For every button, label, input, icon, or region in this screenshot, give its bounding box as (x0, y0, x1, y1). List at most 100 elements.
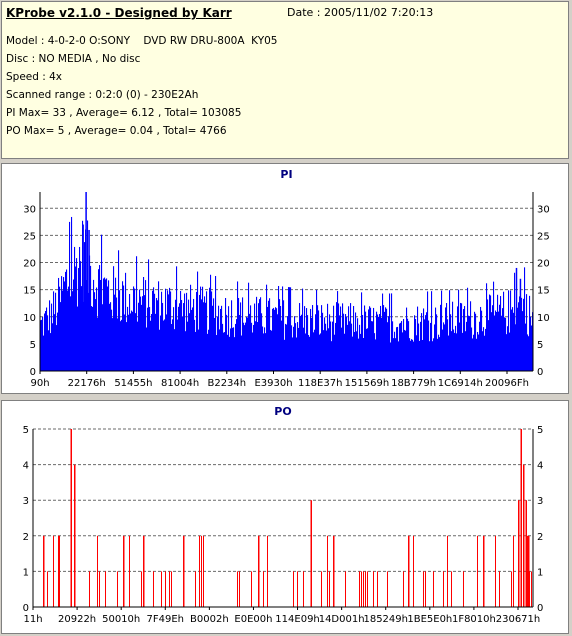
bar (474, 311, 476, 371)
bar (450, 314, 452, 371)
bar (256, 296, 258, 371)
bar (263, 571, 264, 607)
bar (196, 291, 198, 371)
bar (300, 315, 302, 371)
bar (404, 329, 406, 371)
bar (241, 335, 243, 371)
bar (91, 306, 93, 371)
bar (521, 297, 523, 371)
x-tick-label: 230671h (496, 614, 541, 625)
bar (291, 325, 293, 371)
bar (179, 303, 181, 371)
bar (489, 294, 491, 371)
bar (143, 277, 145, 371)
peak-bar (483, 535, 485, 607)
bar (205, 302, 207, 371)
bar (457, 306, 459, 371)
bar (360, 333, 362, 371)
bar (295, 323, 297, 371)
bar (434, 324, 436, 371)
bar (133, 286, 135, 371)
bar (328, 328, 330, 371)
bar (47, 571, 48, 607)
bar (447, 535, 448, 607)
bar (71, 216, 73, 371)
bar (429, 341, 431, 371)
x-tick-label: 11h (23, 614, 42, 625)
bar (265, 333, 267, 371)
bar (344, 333, 346, 371)
chart-title: PO (274, 405, 291, 418)
peak-bar (74, 464, 76, 607)
bar (211, 291, 213, 371)
bar (98, 269, 100, 371)
bar (73, 279, 75, 371)
bar (485, 328, 487, 371)
bar (153, 571, 154, 607)
bar (181, 300, 183, 371)
info-panel: KProbe v2.1.0 - Designed by Karr Date : … (1, 1, 569, 159)
bar (141, 571, 142, 607)
peak-bar (333, 535, 335, 607)
bar (375, 339, 377, 371)
bar (139, 289, 141, 371)
bar (47, 315, 49, 371)
bar (297, 571, 298, 607)
bar (138, 302, 140, 371)
bar (222, 323, 224, 371)
bar (240, 302, 242, 371)
speed-line: Speed : 4x (6, 71, 63, 83)
bar (94, 292, 96, 371)
bar (349, 321, 351, 371)
bar (165, 571, 166, 607)
bar (117, 318, 119, 371)
peak-bar (143, 535, 145, 607)
bar (46, 307, 48, 371)
bar (340, 306, 342, 371)
bar (164, 319, 166, 371)
bar (364, 305, 366, 371)
bar (167, 290, 169, 371)
bar (197, 271, 199, 371)
bar (178, 306, 180, 371)
bar (95, 299, 97, 371)
bar (325, 323, 327, 371)
bar (182, 316, 184, 371)
bar (273, 307, 275, 371)
bar (377, 314, 379, 371)
x-tick-label: 81004h (161, 378, 199, 389)
bar (194, 319, 196, 371)
bar (274, 309, 276, 371)
bar (90, 265, 92, 371)
bar (306, 308, 308, 371)
bar (495, 535, 496, 607)
bar (475, 313, 477, 371)
bar (277, 314, 279, 371)
bar (494, 315, 496, 371)
bar (111, 309, 113, 371)
bar (61, 276, 63, 371)
bar (518, 302, 520, 371)
bar (448, 335, 450, 371)
bar (285, 323, 287, 371)
bar (278, 285, 280, 371)
x-tick-label: 151569h (345, 378, 390, 389)
scan-date: Date : 2005/11/02 7:20:13 (287, 6, 434, 19)
bar (96, 287, 98, 371)
bar (229, 336, 231, 371)
bar (412, 339, 414, 371)
bar (514, 272, 516, 371)
bar (470, 301, 472, 371)
bar (162, 302, 164, 371)
bar (40, 320, 42, 371)
bar (177, 319, 179, 371)
bar (405, 330, 407, 371)
bar (79, 246, 81, 371)
bar (513, 535, 514, 607)
bar (511, 309, 513, 371)
range-line: Scanned range : 0:2:0 (0) - 230E2Ah (6, 89, 199, 101)
bar (42, 316, 44, 371)
x-tick-label: 51455h (114, 378, 152, 389)
bar (129, 535, 130, 607)
y-tick-label-left: 4 (23, 461, 29, 472)
